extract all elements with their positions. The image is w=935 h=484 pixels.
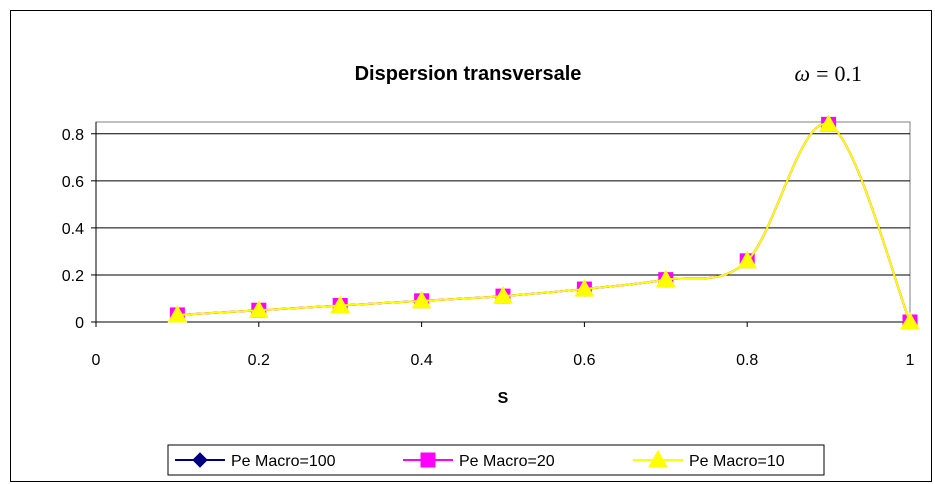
legend-label: Pe Macro=10 [689,453,785,470]
legend-item: Pe Macro=20 [403,452,555,470]
y-tick-label: 0.4 [62,221,84,238]
x-tick-label: 0.4 [410,352,432,369]
data-point [818,114,839,132]
x-tick-label: 0.8 [736,352,758,369]
chart-title: Dispersion transversale [355,63,582,85]
legend-item: Pe Macro=10 [633,449,785,470]
y-tick-label: 0 [75,315,84,332]
data-point [411,290,432,309]
legend-marker [192,452,208,468]
y-tick-label: 0.8 [62,127,84,144]
series-3 [167,114,920,330]
legend-label: Pe Macro=20 [459,453,555,470]
data-point [574,279,595,297]
legend-marker [648,449,668,468]
x-tick-label: 0.6 [573,352,595,369]
omega-annotation: ω = 0.1 [795,61,862,86]
omega-equals: = [816,61,828,86]
data-point [493,286,513,304]
legend-item: Pe Macro=100 [175,452,336,470]
legend-marker [420,452,436,468]
data-point [900,311,920,330]
x-tick-label: 1 [906,352,915,369]
omega-value: 0.1 [835,61,863,86]
x-tick-label: 0 [92,352,101,369]
data-point [167,304,188,323]
grid-lines [96,133,910,276]
data-point [330,295,351,314]
y-tick-label: 0.2 [62,268,84,285]
y-tick-label: 0.6 [62,174,84,191]
data-point [655,269,676,288]
axes: 0 0.2 0.4 0.6 0.8 0 0.2 0.4 0.6 0.8 1 [62,122,915,369]
legend-label: Pe Macro=100 [231,453,336,470]
data-point [737,250,758,269]
legend-box [167,444,825,476]
data-point [248,300,269,318]
series-layer [167,114,920,330]
x-axis-title: S [498,390,509,407]
legend: Pe Macro=100 Pe Macro=20 Pe Macro=10 [167,444,825,476]
x-tick-label: 0.2 [248,352,270,369]
omega-symbol: ω [795,61,811,86]
